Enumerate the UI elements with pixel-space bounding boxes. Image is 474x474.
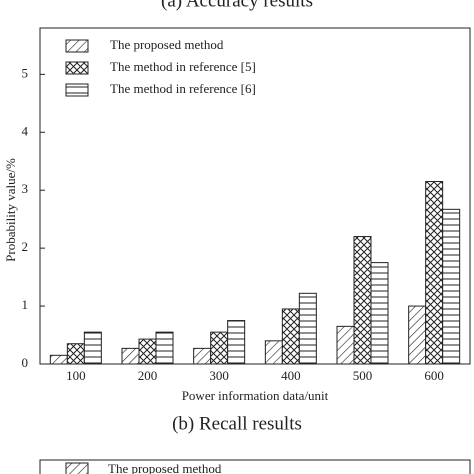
legend-label: The method in reference [5] [110, 59, 256, 74]
y-tick-label: 2 [22, 239, 29, 254]
y-tick-label: 0 [22, 355, 29, 370]
bar [442, 208, 461, 365]
bar [264, 340, 283, 365]
bar [121, 347, 140, 365]
x-axis-label: Power information data/unit [182, 388, 329, 403]
bar [227, 320, 246, 365]
y-tick-label: 5 [22, 65, 29, 80]
bar [138, 338, 157, 365]
x-tick-label: 100 [66, 368, 86, 383]
bar [370, 262, 389, 365]
y-tick-label: 1 [22, 297, 29, 312]
bar [425, 181, 444, 365]
bar [155, 331, 174, 365]
x-tick-label: 300 [209, 368, 229, 383]
bar [49, 354, 68, 365]
legend-label: The proposed method [108, 461, 222, 474]
legend-label: The proposed method [110, 37, 224, 52]
legend-swatch [65, 462, 89, 474]
bar [408, 305, 427, 365]
bar [281, 308, 300, 365]
y-tick-label: 3 [22, 181, 29, 196]
y-tick-label: 4 [22, 123, 29, 138]
bar [336, 325, 355, 365]
x-tick-label: 600 [424, 368, 444, 383]
legend-swatch [65, 83, 89, 97]
next-panel-frame [39, 459, 471, 474]
bar [210, 331, 229, 365]
chart-title: (a) Accuracy results [161, 0, 313, 11]
y-axis-label: Probability value/% [3, 158, 18, 262]
panel-caption: (b) Recall results [172, 413, 302, 434]
bar [298, 292, 317, 365]
plot-frame [39, 27, 471, 365]
legend-swatch [65, 61, 89, 75]
bar [83, 331, 102, 365]
bar [193, 347, 212, 365]
legend-label: The method in reference [6] [110, 81, 256, 96]
x-tick-label: 500 [353, 368, 373, 383]
bar [66, 343, 85, 365]
x-tick-label: 400 [281, 368, 301, 383]
legend-swatch [65, 39, 89, 53]
bar [353, 236, 372, 365]
x-tick-label: 200 [138, 368, 158, 383]
